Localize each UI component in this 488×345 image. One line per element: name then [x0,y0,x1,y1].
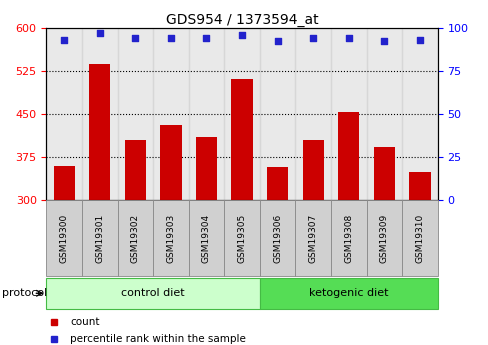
Bar [82,28,117,200]
Text: percentile rank within the sample: percentile rank within the sample [70,334,245,344]
Bar [401,200,437,276]
Bar [160,125,181,200]
Text: ketogenic diet: ketogenic diet [308,288,387,298]
Bar [295,200,330,276]
Bar [46,28,82,200]
Text: GSM19300: GSM19300 [60,214,69,263]
Point [238,32,245,37]
Bar [373,147,394,200]
Text: GSM19301: GSM19301 [95,214,104,263]
Point [380,39,387,44]
Bar [408,172,429,200]
Point [415,37,423,42]
Point [344,35,352,41]
Text: GSM19305: GSM19305 [237,214,246,263]
Text: count: count [70,317,99,327]
Bar [259,200,295,276]
Point [131,35,139,41]
Point [202,35,210,41]
Text: GSM19304: GSM19304 [202,214,210,263]
Text: GSM19302: GSM19302 [131,214,140,263]
Bar [330,200,366,276]
Bar [188,28,224,200]
Bar [224,200,259,276]
Point [308,35,316,41]
Bar [366,200,401,276]
Text: control diet: control diet [121,288,184,298]
Bar [117,200,153,276]
Bar [302,140,323,200]
Text: GSM19310: GSM19310 [414,214,424,263]
Bar [401,28,437,200]
Bar [188,200,224,276]
Text: GSM19309: GSM19309 [379,214,388,263]
Bar [266,167,288,200]
Bar [46,278,259,309]
Bar [124,140,146,200]
Bar [337,112,359,200]
Bar [82,200,117,276]
Text: GSM19306: GSM19306 [273,214,282,263]
Bar [195,137,217,200]
Bar [330,28,366,200]
Bar [46,200,82,276]
Bar [259,28,295,200]
Text: GSM19307: GSM19307 [308,214,317,263]
Point [96,30,103,36]
Text: GSM19303: GSM19303 [166,214,175,263]
Bar [259,278,437,309]
Bar [89,64,110,200]
Bar [117,28,153,200]
Bar [153,28,188,200]
Text: protocol: protocol [2,288,47,298]
Text: GSM19308: GSM19308 [344,214,352,263]
Bar [224,28,259,200]
Title: GDS954 / 1373594_at: GDS954 / 1373594_at [165,12,318,27]
Bar [366,28,401,200]
Bar [295,28,330,200]
Bar [153,200,188,276]
Bar [231,79,252,200]
Point [273,39,281,44]
Bar [54,166,75,200]
Point [167,35,175,41]
Point [60,37,68,42]
